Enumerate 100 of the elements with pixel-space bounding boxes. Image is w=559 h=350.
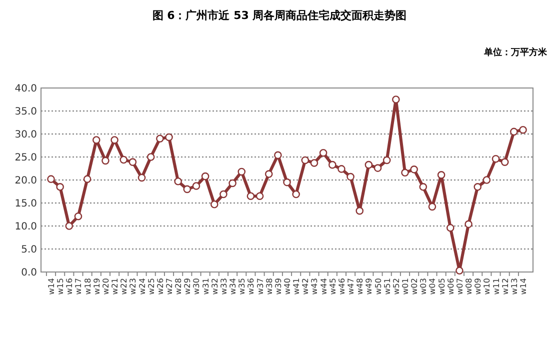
y-tick-label: 15.0 — [14, 198, 37, 210]
x-tick-label: w19 — [92, 278, 102, 295]
x-tick-label: w51 — [382, 278, 392, 295]
x-tick-label: w36 — [246, 278, 256, 295]
x-tick-label: w30 — [192, 278, 202, 295]
point — [92, 136, 100, 144]
point — [346, 172, 354, 181]
point — [356, 206, 364, 215]
x-tick-label: w32 — [210, 278, 220, 295]
x-tick-label: w01 — [401, 278, 410, 295]
x-tick-label: w40 — [283, 278, 292, 295]
point — [382, 156, 391, 164]
point — [419, 183, 428, 191]
y-tick-label: 35.0 — [14, 106, 37, 118]
point — [220, 190, 228, 198]
x-tick-label: w14 — [519, 278, 528, 295]
x-tick-label: w43 — [310, 278, 320, 295]
x-tick-label: w05 — [437, 278, 446, 295]
point — [401, 168, 409, 177]
point — [65, 222, 74, 230]
point — [392, 96, 400, 104]
point — [510, 128, 518, 136]
point — [374, 164, 382, 172]
point — [102, 156, 110, 165]
x-tick-label: w21 — [110, 278, 120, 295]
x-tick-label: w37 — [256, 278, 265, 295]
x-tick-label: w44 — [319, 278, 328, 295]
point — [283, 178, 291, 186]
x-tick-label: w42 — [301, 278, 310, 295]
y-tick-label: 0.0 — [21, 268, 37, 278]
point — [56, 183, 64, 191]
y-tick-label: 40.0 — [14, 84, 37, 94]
point — [410, 166, 418, 174]
y-tick-label: 5.0 — [21, 244, 37, 256]
point — [256, 192, 264, 200]
x-tick-label: w09 — [474, 278, 483, 295]
x-tick-label: w38 — [264, 278, 274, 295]
x-tick-label: w02 — [410, 278, 420, 295]
x-tick-label: w06 — [446, 278, 456, 295]
point — [110, 136, 118, 144]
point — [165, 133, 173, 142]
point — [120, 156, 128, 164]
point — [47, 175, 55, 183]
chart-title: 图 6：广州市近 53 周各周商品住宅成交面积走势图 — [152, 9, 407, 22]
point — [437, 171, 446, 179]
y-tick-label: 20.0 — [14, 176, 37, 186]
x-tick-label: w14 — [47, 278, 56, 295]
x-tick-label: w07 — [455, 278, 464, 295]
point — [500, 158, 509, 166]
point — [210, 200, 218, 208]
x-tick-label: w26 — [156, 278, 165, 295]
x-tick-label: w08 — [464, 278, 474, 295]
y-tick-label: 30.0 — [14, 130, 37, 140]
x-tick-label: w50 — [374, 278, 383, 295]
x-tick-label: w03 — [419, 278, 428, 295]
x-tick-label: w39 — [274, 278, 283, 295]
x-tick-label: w33 — [219, 278, 228, 295]
x-tick-label: w17 — [74, 278, 84, 295]
x-tick-label: w13 — [510, 278, 519, 295]
point — [456, 266, 464, 275]
point — [482, 176, 491, 184]
point — [174, 177, 182, 186]
point — [446, 224, 454, 232]
x-tick-label: w04 — [428, 278, 438, 295]
point — [201, 172, 210, 180]
point — [364, 160, 373, 169]
x-tick-label: w20 — [101, 278, 110, 295]
x-tick-label: w11 — [492, 278, 501, 295]
point — [292, 190, 300, 198]
point — [138, 174, 146, 182]
x-tick-label: w10 — [482, 278, 492, 295]
point — [338, 165, 346, 173]
point — [428, 202, 436, 211]
point — [310, 159, 318, 167]
x-tick-label: w15 — [56, 278, 66, 295]
x-tick-label: w28 — [174, 278, 184, 295]
x-tick-label: w24 — [138, 278, 147, 295]
x-tick-label: w22 — [120, 278, 129, 295]
x-tick-label: w46 — [337, 278, 346, 295]
point — [519, 126, 527, 134]
point — [474, 183, 482, 191]
point — [192, 182, 200, 190]
point — [183, 185, 192, 194]
point — [319, 148, 328, 157]
x-tick-label: w16 — [65, 278, 74, 295]
y-tick-label: 10.0 — [14, 222, 37, 232]
x-tick-label: w52 — [392, 278, 401, 295]
x-tick-label: w35 — [238, 278, 247, 295]
x-tick-label: w41 — [292, 278, 302, 295]
point — [246, 192, 255, 200]
point — [83, 175, 92, 183]
point — [146, 153, 155, 161]
point — [74, 212, 82, 220]
point — [492, 154, 500, 163]
x-tick-label: w29 — [183, 278, 192, 295]
point — [464, 220, 472, 228]
x-tick-label: w49 — [364, 278, 374, 295]
point — [128, 158, 137, 166]
x-tick-label: w45 — [328, 278, 338, 295]
x-tick-label: w12 — [500, 278, 510, 295]
